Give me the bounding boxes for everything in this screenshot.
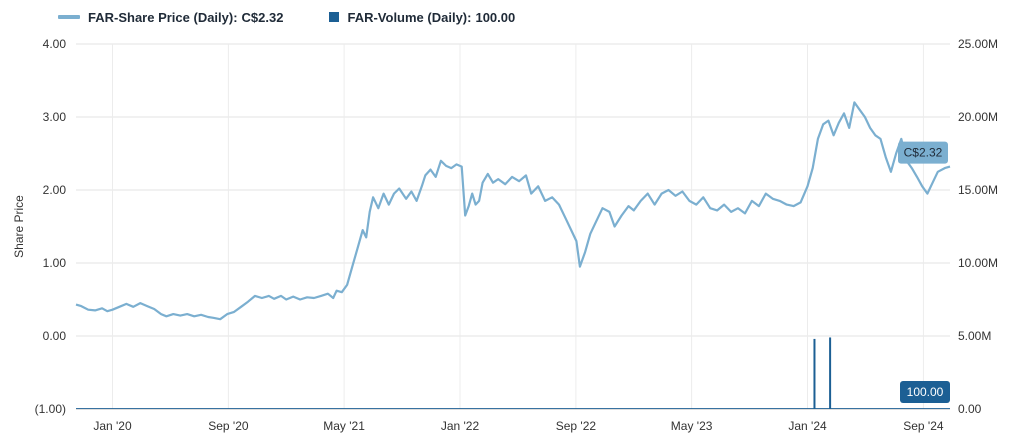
y-right-tick-label: 0.00 [958,402,982,416]
price-callout-label: C$2.32 [904,146,943,160]
legend-label-share-price: FAR-Share Price (Daily): [88,9,238,25]
volume-swatch [329,12,340,22]
x-tick-label: Sep '20 [208,419,249,433]
price-callout-box [898,141,948,164]
volume-callout: 100.00 [900,381,950,403]
volume-callout-box [900,381,950,403]
x-tick-label: May '23 [671,419,713,433]
price-callout: C$2.32 [898,141,948,164]
y-right-tick-label: 25.00M [958,37,998,51]
volume-callout-label: 100.00 [907,385,944,399]
x-tick-label: May '21 [323,419,365,433]
legend-value-share-price: C$2.32 [241,9,284,25]
y-left-tick-label: 2.00 [43,183,67,197]
y-left-tick-label: 4.00 [43,37,67,51]
y-left-tick-label: (1.00) [35,402,66,416]
y-right-tick-label: 5.00M [958,329,991,343]
y-right-tick-label: 20.00M [958,110,998,124]
y-left-tick-label: 0.00 [43,329,67,343]
chart-legend: FAR-Share Price (Daily): C$2.32 FAR-Volu… [58,8,561,26]
x-tick-label: Sep '22 [556,419,597,433]
legend-value-volume: 100.00 [475,9,516,25]
x-tick-label: Jan '20 [93,419,132,433]
y-left-tick-label: 1.00 [43,256,67,270]
x-tick-label: Jan '24 [788,419,827,433]
volume-baseline-bar [76,408,950,409]
y-left-tick-label: 3.00 [43,110,67,124]
x-tick-label: Jan '22 [441,419,480,433]
volume-bar [829,337,832,409]
share-price-line [75,101,951,321]
y-right-tick-label: 10.00M [958,256,998,270]
volume-bar [813,338,816,409]
legend-item-volume[interactable]: FAR-Volume (Daily): 100.00 [329,10,515,25]
y-right-tick-label: 15.00M [958,183,998,197]
legend-label-volume: FAR-Volume (Daily): [347,9,472,25]
y-axis-title: Share Price [12,195,26,258]
x-tick-label: Sep '24 [903,419,944,433]
legend-item-share-price[interactable]: FAR-Share Price (Daily): C$2.32 [58,10,283,25]
share-price-swatch [58,15,80,19]
